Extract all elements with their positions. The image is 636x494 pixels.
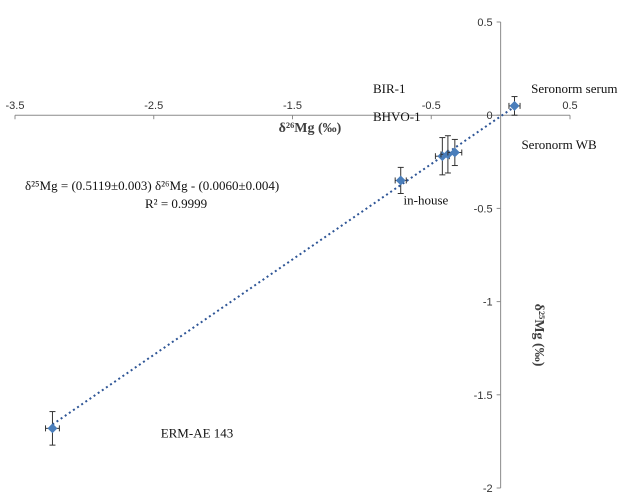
trendline <box>51 105 516 426</box>
point-marker <box>47 423 58 434</box>
y-tick-label: -1 <box>483 297 493 309</box>
x-tick-label: -3.5 <box>6 100 25 112</box>
y-tick-label: -1.5 <box>474 390 493 402</box>
data-point <box>394 166 407 194</box>
data-point <box>45 411 60 446</box>
point-annotations: BIR-1 BHVO-1 in-house Seronorm serum Seronor… <box>161 81 618 441</box>
regression-equation: δ²⁵Mg = (0.5119±0.003) δ²⁶Mg - (0.0060±0… <box>25 178 279 193</box>
x-tick-label: -0.5 <box>422 100 441 112</box>
r-squared-label: R² = 0.9999 <box>145 196 207 211</box>
y-axis-ticks: 0.5 0 -0.5 -1 -1.5 -2 <box>474 17 501 494</box>
y-tick-label: 0 <box>487 110 493 122</box>
x-axis-ticks: -3.5 -2.5 -1.5 -0.5 0.5 <box>6 100 578 120</box>
point-label: BHVO-1 <box>373 109 421 124</box>
point-label: in-house <box>404 193 449 208</box>
data-points <box>45 96 521 446</box>
x-axis-title: δ²⁶Mg (‰) <box>279 121 342 136</box>
point-marker <box>395 175 406 186</box>
point-label: ERM-AE 143 <box>161 426 234 441</box>
point-label: Seronorm WB <box>521 137 597 152</box>
point-label: Seronorm serum <box>531 81 617 96</box>
point-marker <box>509 100 520 111</box>
data-point <box>434 137 450 176</box>
y-tick-label: -0.5 <box>474 203 493 215</box>
point-marker <box>449 147 460 158</box>
y-tick-label: -2 <box>483 483 493 494</box>
x-tick-label: -1.5 <box>283 100 302 112</box>
y-axis-title: δ²⁵Mg (‰) <box>531 304 546 367</box>
x-tick-label: -2.5 <box>144 100 163 112</box>
y-tick-label: 0.5 <box>477 17 492 29</box>
x-tick-label: 0.5 <box>562 100 577 112</box>
data-point <box>508 96 521 116</box>
data-point <box>447 138 463 167</box>
point-label: BIR-1 <box>373 81 406 96</box>
